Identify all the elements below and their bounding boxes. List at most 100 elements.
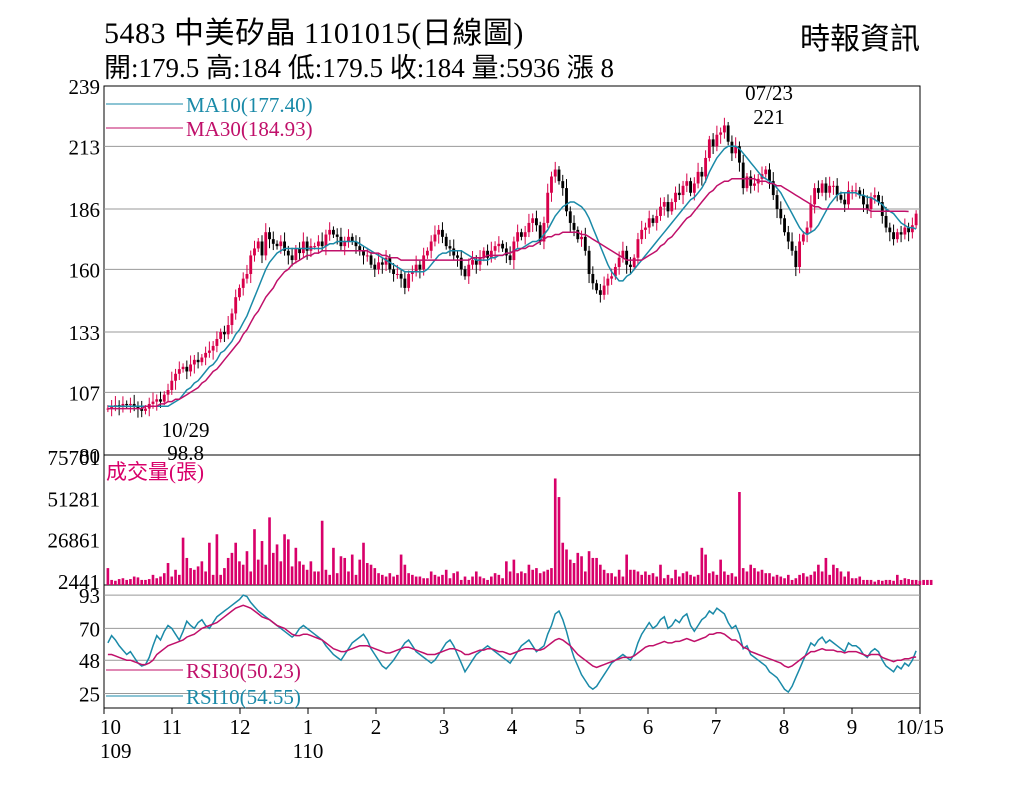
candle-down [700, 171, 704, 177]
x-tick-month: 4 [507, 715, 518, 739]
candle-down [884, 215, 888, 228]
candle-up [313, 246, 317, 248]
price-y-tick: 239 [69, 75, 101, 99]
source-label: 時報資訊 [800, 23, 920, 56]
volume-bar [918, 580, 922, 585]
candle-down [441, 229, 444, 237]
volume-bar [219, 574, 222, 585]
volume-bar [760, 569, 764, 585]
candle-up [215, 338, 219, 346]
candle-down [305, 241, 309, 251]
volume-bar [520, 571, 523, 585]
candle-up [516, 232, 520, 242]
candle-up [253, 248, 256, 256]
candle-up [719, 132, 723, 135]
volume-bar [249, 571, 253, 585]
volume-bar [132, 576, 136, 585]
rsi-y-tick: 25 [79, 683, 100, 707]
candle-down [835, 185, 839, 196]
volume-bar [602, 569, 606, 585]
candle-up [301, 241, 305, 254]
candle-up [820, 183, 824, 193]
candle-up [764, 169, 768, 175]
volume-bar [268, 517, 271, 585]
candle-down [595, 283, 599, 291]
volume-bar [817, 564, 820, 585]
volume-bar [553, 478, 557, 585]
candle-down [504, 248, 508, 256]
volume-bar [546, 569, 550, 585]
candle-down [362, 250, 365, 256]
price-y-tick: 160 [69, 258, 101, 282]
candle-down [392, 269, 396, 274]
volume-bar [347, 571, 350, 585]
volume-bar [768, 573, 771, 585]
candle-up [384, 257, 388, 265]
volume-bar [117, 579, 121, 585]
x-tick-month: 10/15 [896, 715, 944, 739]
candle-down [350, 236, 354, 242]
volume-bar [911, 579, 914, 585]
price-y-tick: 80 [79, 444, 100, 468]
volume-bar [121, 578, 125, 585]
volume-bar [775, 574, 779, 585]
volume-bar [854, 578, 858, 585]
candle-up [189, 364, 193, 372]
volume-bar [332, 547, 335, 585]
candle-down [332, 229, 335, 235]
candle-down [771, 181, 775, 196]
volume-bar [166, 563, 170, 585]
volume-bar [294, 547, 298, 585]
x-tick-month: 1 [303, 715, 314, 739]
candle-up [207, 350, 211, 353]
volume-bar [685, 571, 689, 585]
candle-down [816, 188, 820, 193]
candle-up [681, 185, 685, 196]
volume-bar [693, 576, 696, 585]
volume-bar [110, 579, 113, 585]
candle-up [670, 202, 674, 212]
candle-up [546, 192, 550, 223]
volume-bar [505, 561, 508, 585]
candle-up [471, 260, 474, 265]
volume-bar [339, 556, 343, 585]
x-tick-month: 10 [100, 715, 121, 739]
x-tick-month: 11 [162, 715, 182, 739]
volume-bar [512, 559, 516, 585]
volume-bar [354, 574, 358, 585]
volume-bar [523, 573, 527, 585]
candle-up [204, 352, 208, 358]
volume-bar [196, 566, 200, 585]
candle-up [478, 257, 482, 265]
candle-up [166, 390, 170, 395]
ma10-line [107, 145, 917, 408]
volume-bar [305, 569, 309, 585]
candle-down [775, 195, 779, 209]
candle-up [704, 157, 708, 177]
candle-down [132, 403, 136, 407]
candle-down [222, 332, 226, 335]
candle-up [655, 215, 659, 223]
volume-bar [129, 579, 132, 585]
volume-bar [764, 573, 768, 585]
x-tick-month: 6 [643, 715, 654, 739]
volume-bar [497, 574, 501, 585]
volume-bar [471, 576, 474, 585]
volume-bar [527, 564, 531, 585]
candle-up [869, 197, 873, 209]
volume-bar [587, 551, 591, 585]
volume-bar [617, 569, 621, 585]
candle-down [185, 366, 189, 372]
volume-bar [711, 571, 715, 585]
candle-down [892, 232, 895, 240]
candle-up [410, 271, 414, 274]
price-y-tick: 133 [69, 321, 101, 345]
volume-bar [659, 564, 662, 585]
candle-up [531, 218, 535, 223]
volume-bar [704, 554, 707, 585]
volume-bar [802, 573, 805, 585]
candle-down [373, 264, 377, 270]
volume-bar [256, 559, 260, 585]
ma30-line [107, 178, 909, 410]
volume-bar [644, 571, 647, 585]
